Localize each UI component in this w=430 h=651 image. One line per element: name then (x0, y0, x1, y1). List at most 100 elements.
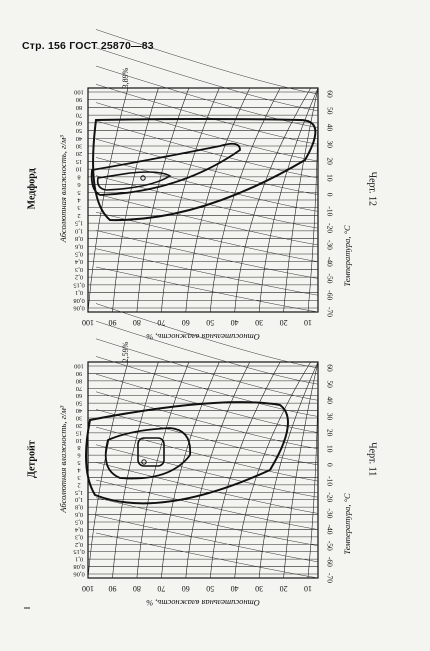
rel-humidity-tick-label: 100 (82, 318, 94, 327)
abs-humidity-tick-label: 10 (76, 437, 83, 444)
temperature-tick-label: -40 (325, 257, 334, 267)
temperature-curve (95, 479, 319, 530)
abs-humidity-tick-label: 0,1 (75, 289, 83, 296)
value-note: 3,89% (121, 67, 130, 88)
abs-humidity-tick-label: 15 (76, 429, 83, 436)
abs-humidity-tick-label: 0,2 (75, 541, 83, 548)
abs-humidity-tick-label: 0,3 (75, 266, 83, 273)
abs-humidity-tick-label: 0,8 (75, 235, 83, 242)
temperature-curve (95, 391, 319, 450)
abs-humidity-tick-label: 4 (77, 197, 81, 204)
temperature-curve (95, 515, 319, 563)
temperature-curve (95, 497, 319, 546)
median-point (140, 175, 146, 181)
rel-humidity-tick-label: 40 (231, 318, 239, 327)
rel-humidity-tick-label: 10 (304, 318, 312, 327)
abs-humidity-tick-label: 0,08 (73, 563, 84, 570)
abs-humidity-tick-label: 6 (77, 452, 81, 459)
rel-humidity-curve (307, 361, 319, 579)
abs-humidity-tick-label: 3 (77, 474, 80, 481)
temperature-tick-label: 60 (325, 364, 334, 372)
abs-humidity-tick-label: 1,5 (75, 220, 83, 227)
temperature-curve (95, 230, 319, 279)
rel-humidity-tick-label: 20 (280, 318, 288, 327)
abs-humidity-tick-label: 8 (77, 444, 80, 451)
rel-humidity-tick-label: 70 (157, 584, 165, 593)
abs-humidity-tick-label: 0,3 (75, 533, 83, 540)
abs-humidity-tick-label: 2 (77, 481, 80, 488)
abs-humidity-tick-label: 0,8 (75, 504, 83, 511)
rel-humidity-axis-label: Относительная влажность, % (146, 332, 260, 342)
abs-humidity-tick-label: 0,5 (75, 519, 83, 526)
rel-humidity-curve (258, 87, 319, 313)
abs-humidity-tick-label: 70 (76, 385, 83, 392)
psychrometric-chart-12: 100908070605040302015108654321,51,00,80,… (26, 29, 378, 342)
inner-contour (96, 171, 172, 191)
abs-humidity-tick-label: 3 (77, 204, 80, 211)
temperature-tick-label: 10 (325, 174, 334, 182)
abs-humidity-tick-label: 0,6 (74, 511, 83, 518)
temperature-curve (95, 193, 319, 246)
temperature-tick-label: 40 (325, 124, 334, 132)
abs-humidity-tick-label: 0,4 (74, 258, 83, 265)
temperature-tick-label: -10 (325, 476, 334, 486)
rel-humidity-tick-label: 10 (304, 584, 312, 593)
abs-humidity-tick-label: 0,2 (75, 274, 83, 281)
temperature-tick-label: 50 (325, 107, 334, 115)
abs-humidity-tick-label: 100 (74, 89, 84, 96)
temperature-tick-label: -60 (325, 557, 334, 567)
temperature-tick-label: -30 (325, 240, 334, 250)
temperature-curve (95, 356, 319, 417)
abs-humidity-tick-label: 20 (76, 150, 83, 157)
temperature-curve (95, 84, 319, 145)
temperature-tick-label: 30 (325, 413, 334, 421)
temperature-curve (95, 65, 319, 128)
abs-humidity-tick-label: 6 (77, 181, 81, 188)
temperature-tick-label: 50 (325, 380, 334, 388)
rel-humidity-curve (112, 361, 159, 579)
temperature-curve (95, 248, 319, 296)
temperature-tick-label: 30 (325, 141, 334, 149)
rel-humidity-curve (87, 361, 129, 579)
abs-humidity-tick-label: 0,15 (73, 281, 84, 288)
value-note: 2,59% (121, 341, 130, 362)
rel-humidity-tick-label: 30 (255, 318, 263, 327)
temperature-tick-label: -20 (325, 492, 334, 502)
abs-humidity-tick-label: 80 (76, 377, 83, 384)
rel-humidity-curve (112, 87, 159, 313)
rel-humidity-tick-label: 90 (108, 584, 116, 593)
abs-humidity-tick-label: 80 (76, 104, 83, 111)
temperature-tick-label: -70 (325, 573, 334, 583)
temperature-tick-label: -50 (325, 273, 334, 283)
abs-humidity-tick-label: 8 (77, 173, 80, 180)
city-name: Медфорд (26, 168, 37, 209)
rel-humidity-curve (136, 87, 190, 313)
temperature-tick-label: 0 (325, 463, 334, 467)
middle-contour (90, 142, 241, 196)
abs-humidity-tick-label: 1,5 (75, 489, 83, 496)
abs-humidity-tick-label: 0,5 (75, 251, 83, 258)
rel-humidity-curve (161, 361, 220, 579)
city-name: Детройт (26, 440, 37, 478)
temperature-curve (95, 338, 319, 401)
abs-humidity-tick-label: 0,4 (74, 526, 83, 533)
abs-humidity-tick-label: 0,08 (73, 297, 84, 304)
abs-humidity-axis-label: Абсолютная влажность, г/м³ (58, 405, 68, 513)
temperature-tick-label: 60 (325, 90, 334, 98)
temperature-curve (95, 102, 319, 162)
temperature-curve (95, 120, 319, 179)
rel-humidity-curve (161, 87, 220, 313)
abs-humidity-tick-label: 0,15 (73, 548, 84, 555)
abs-humidity-tick-label: 20 (76, 422, 83, 429)
temperature-axis-label: Температура, °С (342, 493, 352, 555)
temperature-tick-label: -50 (325, 541, 334, 551)
rel-humidity-curve (234, 87, 311, 313)
temperature-tick-label: -70 (325, 307, 334, 317)
outer-contour (92, 118, 317, 222)
rel-humidity-tick-label: 60 (182, 318, 190, 327)
rel-humidity-curve (87, 87, 129, 313)
temperature-curve (95, 409, 319, 466)
temperature-tick-label: -60 (325, 290, 334, 300)
rel-humidity-tick-label: 40 (231, 584, 239, 593)
